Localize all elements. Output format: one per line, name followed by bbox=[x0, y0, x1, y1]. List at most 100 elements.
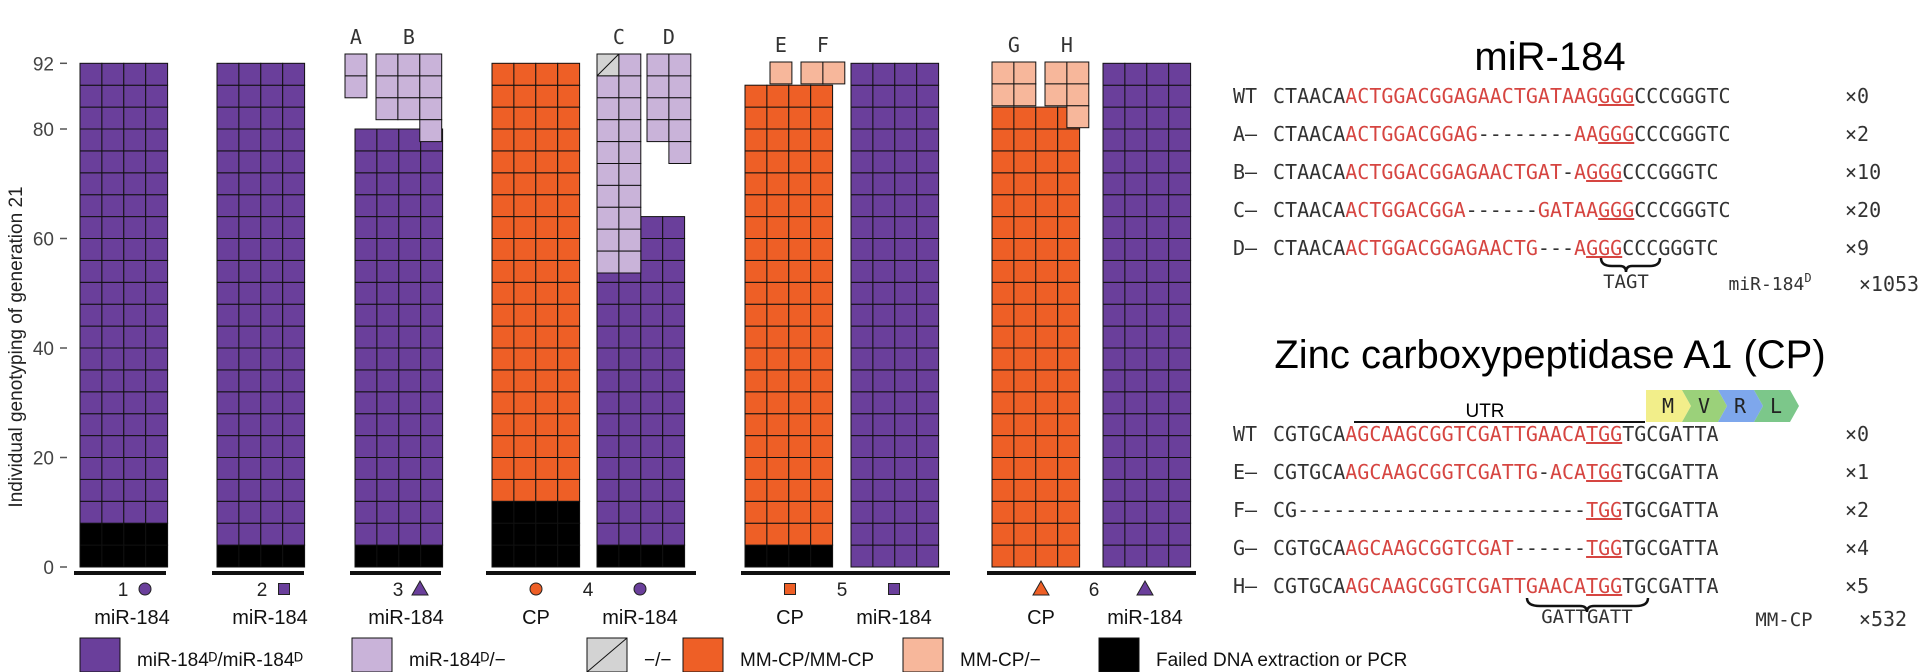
waffle-cell bbox=[894, 347, 918, 371]
row-label: C– bbox=[1233, 198, 1258, 222]
waffle-cell bbox=[354, 303, 378, 327]
waffle-cell bbox=[668, 141, 692, 165]
waffle-cell bbox=[1102, 478, 1126, 502]
waffle-cell bbox=[1044, 61, 1068, 85]
waffle-cell bbox=[640, 500, 664, 524]
waffle-cell bbox=[513, 172, 537, 196]
waffle-cell bbox=[398, 413, 422, 437]
waffle-cell bbox=[640, 347, 664, 371]
waffle-cell bbox=[1102, 194, 1126, 218]
waffle-cell bbox=[744, 150, 768, 174]
waffle-cell bbox=[1066, 61, 1090, 85]
waffle-cell bbox=[260, 544, 284, 568]
waffle-cell bbox=[1124, 500, 1148, 524]
waffle-cell bbox=[282, 172, 306, 196]
row-count: ×10 bbox=[1845, 160, 1881, 184]
row-sequence: CTAACAACTGGACGGAGAACTG---AGGGCCCGGGTC bbox=[1273, 236, 1719, 260]
legend-label: miR-184ᴰ/miR-184ᴰ bbox=[137, 650, 303, 671]
mir184-alignment: WT CTAACAACTGGACGGAGAACTGATAAGGGGCCCGGGTC… bbox=[1233, 84, 1881, 260]
waffle-cell bbox=[916, 303, 940, 327]
marker-circle bbox=[138, 582, 152, 596]
waffle-cell bbox=[216, 303, 240, 327]
alignment-row-E: E– CGTGCAAGCAAGCGGTCGATTG-ACATGGTGCGATTA ×… bbox=[1233, 460, 1869, 484]
waffle-cell bbox=[810, 369, 834, 393]
cp-allele-count: ×532 bbox=[1859, 607, 1907, 631]
waffle-cell bbox=[513, 478, 537, 502]
allele-label-F: F bbox=[817, 33, 829, 57]
waffle-cell bbox=[916, 347, 940, 371]
waffle-cell bbox=[1013, 150, 1037, 174]
waffle-cell bbox=[872, 172, 896, 196]
waffle-cell bbox=[850, 435, 874, 459]
waffle-cell bbox=[1146, 478, 1170, 502]
waffle-cell bbox=[282, 325, 306, 349]
waffle-cell bbox=[420, 413, 444, 437]
waffle-cell bbox=[491, 435, 515, 459]
waffle-cell bbox=[1124, 413, 1148, 437]
waffle-cell bbox=[101, 281, 125, 305]
waffle-cell bbox=[1168, 435, 1192, 459]
waffle-cell bbox=[557, 347, 581, 371]
waffle-cell bbox=[810, 238, 834, 261]
waffle-cell bbox=[376, 281, 400, 305]
waffle-cell bbox=[1124, 62, 1148, 86]
waffle-cell bbox=[238, 303, 262, 327]
waffle-cell bbox=[894, 281, 918, 305]
sequence-segment: TGG bbox=[1586, 536, 1622, 560]
waffle-cell bbox=[419, 53, 443, 77]
sequence-segment: GGG bbox=[1598, 122, 1634, 146]
waffle-cell bbox=[1168, 325, 1192, 349]
waffle-cell bbox=[123, 150, 147, 174]
alignment-row-C: C– CTAACAACTGGACGGA------GATAAGGGCCCGGGTC… bbox=[1233, 198, 1881, 222]
waffle-cell bbox=[557, 194, 581, 218]
marker-circle bbox=[633, 582, 647, 596]
waffle-cell bbox=[123, 369, 147, 393]
waffle-cell bbox=[513, 544, 537, 568]
waffle-cell bbox=[1124, 457, 1148, 480]
waffle-cell bbox=[991, 83, 1015, 107]
sequence-segment: - bbox=[1562, 160, 1574, 184]
waffle-cell bbox=[810, 413, 834, 437]
sequence-segment: GATAA bbox=[1538, 198, 1598, 222]
waffle-cell bbox=[420, 325, 444, 349]
waffle-cell bbox=[216, 238, 240, 261]
waffle-cell bbox=[216, 457, 240, 480]
waffle-cell bbox=[1035, 150, 1059, 174]
waffle-cell bbox=[766, 435, 790, 459]
waffle-cell bbox=[260, 150, 284, 174]
waffle-cell bbox=[916, 281, 940, 305]
waffle-cell bbox=[398, 369, 422, 393]
waffle-cell bbox=[420, 478, 444, 502]
waffle-cell bbox=[788, 128, 812, 152]
waffle-cell bbox=[646, 119, 670, 143]
waffle-cell bbox=[596, 500, 620, 524]
legend-item-mirD_mirD: miR-184ᴰ/miR-184ᴰ bbox=[79, 637, 303, 672]
waffle-cell bbox=[788, 413, 812, 437]
waffle-cell bbox=[282, 84, 306, 108]
waffle-cell bbox=[101, 457, 125, 480]
waffle-cell bbox=[894, 172, 918, 196]
waffle-cell bbox=[1124, 216, 1148, 240]
waffle-cell bbox=[894, 303, 918, 327]
legend-label: MM-CP/MM-CP bbox=[740, 650, 874, 671]
waffle-cell bbox=[894, 478, 918, 502]
waffle-cell bbox=[916, 369, 940, 393]
waffle-cell bbox=[1013, 325, 1037, 349]
waffle-cell bbox=[376, 435, 400, 459]
waffle-cell bbox=[79, 281, 103, 305]
waffle-cell bbox=[640, 391, 664, 415]
waffle-cell bbox=[535, 84, 559, 108]
waffle-cell bbox=[282, 522, 306, 546]
row-label: H– bbox=[1233, 574, 1258, 598]
waffle-cell bbox=[744, 172, 768, 196]
legend-diagonal bbox=[586, 637, 628, 672]
row-sequence: CTAACAACTGGACGGA------GATAAGGGCCCGGGTC bbox=[1273, 198, 1731, 222]
waffle-cell bbox=[491, 457, 515, 480]
waffle-cell bbox=[419, 97, 443, 121]
waffle-cell bbox=[788, 150, 812, 174]
group-gene-label: miR-184 bbox=[368, 607, 444, 629]
legend-item-mirD_minus: miR-184ᴰ/− bbox=[351, 637, 506, 672]
row-label: E– bbox=[1233, 460, 1258, 484]
waffle-cell bbox=[596, 228, 620, 252]
